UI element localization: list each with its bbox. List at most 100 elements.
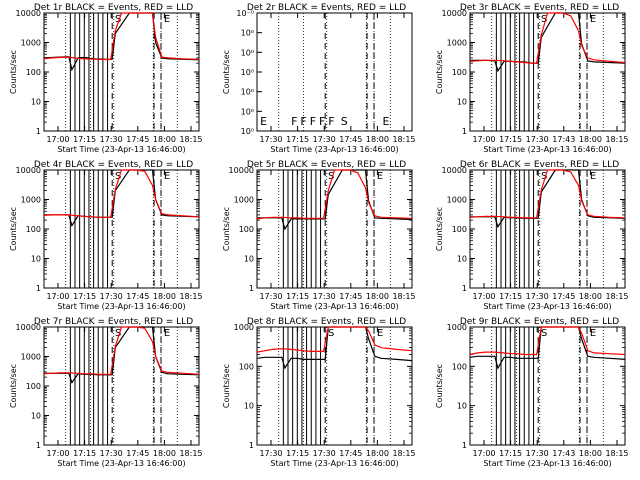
x-tick-label: 17:30 [313, 292, 336, 301]
y-tick-label: 1000 [234, 323, 254, 332]
panel-title: Det 8r BLACK = Events, RED = LLD [247, 317, 406, 327]
y-tick-label: 1 [36, 127, 41, 136]
y-tick-label: 10⁰ [241, 48, 254, 57]
annotation-letter: F [300, 115, 306, 128]
y-tick-label: 1000 [447, 196, 467, 205]
y-tick-label: 10 [457, 255, 467, 264]
series-events-line [256, 326, 413, 370]
x-tick-label: 17:45 [126, 135, 149, 144]
x-tick-label: 17:30 [259, 135, 282, 144]
y-axis-label: Counts/sec [435, 50, 444, 94]
x-tick-label: 18:00 [579, 449, 602, 458]
y-axis-label: Counts/sec [222, 50, 231, 94]
y-tick-label: 10000 [442, 166, 467, 175]
x-tick-label: 18:15 [605, 292, 628, 301]
marker-label: S [115, 14, 121, 25]
x-tick-label: 17:45 [126, 449, 149, 458]
plot-frame [256, 326, 413, 446]
y-tick-label: 100 [26, 68, 41, 77]
x-tick-label: 17:15 [499, 135, 522, 144]
series-lld-line [43, 169, 200, 218]
x-tick-label: 18:15 [605, 449, 628, 458]
y-tick-label: 1000 [21, 353, 41, 362]
marker-label: E [590, 171, 596, 182]
x-tick-label: 17:45 [552, 292, 575, 301]
y-tick-label: 10⁻⁰ [236, 9, 254, 18]
x-tick-label: 17:15 [286, 449, 309, 458]
marker-label: S [115, 328, 121, 339]
annotation-letter: E [383, 115, 390, 128]
y-tick-label: 100 [239, 362, 254, 371]
x-tick-label: 17:30 [100, 135, 123, 144]
panel-title: Det 3r BLACK = Events, RED = LLD [460, 3, 619, 13]
y-tick-label: 10 [31, 255, 41, 264]
panel-det-4r: Det 4r BLACK = Events, RED = LLD 1 10 100 10… [9, 160, 203, 311]
series-events-line [43, 12, 200, 72]
y-tick-label: 10 [244, 402, 254, 411]
x-tick-label: 17:43 [552, 449, 575, 458]
annotation-letter: F [328, 115, 334, 128]
marker-label: E [164, 171, 170, 182]
y-tick-label: 1000 [21, 196, 41, 205]
y-tick-label: 100 [26, 225, 41, 234]
y-tick-label: 10⁰ [241, 88, 254, 97]
y-tick-label: 100 [452, 225, 467, 234]
x-tick-label: 18:00 [153, 292, 176, 301]
x-tick-label: 18:00 [579, 135, 602, 144]
x-tick-label: 17:15 [286, 292, 309, 301]
y-tick-label: 10 [457, 98, 467, 107]
x-tick-label: 18:00 [153, 135, 176, 144]
plot-frame [469, 326, 626, 446]
series-events-line [470, 12, 626, 73]
marker-label: E [590, 328, 596, 339]
annotation-letter: E [260, 115, 267, 128]
annotation-letter: S [341, 115, 348, 128]
marker-label: E [377, 171, 383, 182]
series-events-line [469, 326, 626, 370]
x-tick-label: 18:00 [366, 292, 389, 301]
y-tick-label: 1000 [21, 39, 41, 48]
panel-title: Det 9r BLACK = Events, RED = LLD [460, 317, 619, 327]
annotation-letter: F [310, 115, 316, 128]
marker-label: E [164, 328, 170, 339]
x-tick-label: 17:30 [100, 449, 123, 458]
panel-title: Det 4r BLACK = Events, RED = LLD [34, 160, 193, 170]
x-tick-label: 17:15 [499, 292, 522, 301]
series-events-line [470, 169, 626, 229]
panel-det-1r: Det 1r BLACK = Events, RED = LLD 1 10 100 10… [9, 3, 203, 154]
plot-frame [43, 326, 200, 446]
y-tick-label: 1 [249, 441, 254, 450]
y-tick-label: 10000 [16, 323, 41, 332]
x-tick-label: 17:30 [526, 449, 549, 458]
x-tick-label: 18:15 [179, 135, 202, 144]
x-tick-label: 17:00 [46, 292, 69, 301]
y-axis-label: Counts/sec [435, 207, 444, 251]
y-tick-label: 100 [26, 382, 41, 391]
x-tick-label: 18:00 [153, 449, 176, 458]
panel-det-6r: Det 6r BLACK = Events, RED = LLD 1 10 100 10… [435, 160, 629, 311]
x-tick-label: 17:00 [46, 135, 69, 144]
series-lld-line [469, 12, 626, 64]
marker-label: S [541, 14, 547, 25]
x-tick-label: 17:30 [259, 449, 282, 458]
x-tick-label: 17:45 [126, 292, 149, 301]
x-tick-label: 18:00 [579, 292, 602, 301]
x-axis-label: Start Time (23-Apr-13 16:46:00) [57, 302, 185, 311]
y-axis-label: Counts/sec [222, 207, 231, 251]
panel-det-7r: Det 7r BLACK = Events, RED = LLD 1 10 100 10… [9, 317, 203, 468]
series-lld-line [256, 169, 413, 220]
y-tick-label: 100 [452, 68, 467, 77]
x-tick-label: 17:00 [472, 135, 495, 144]
y-tick-label: 1 [249, 284, 254, 293]
y-tick-label: 1000 [234, 196, 254, 205]
y-axis-label: Counts/sec [9, 364, 18, 408]
marker-label: S [328, 328, 334, 339]
marker-label: E [377, 328, 383, 339]
x-tick-label: 17:30 [259, 292, 282, 301]
panel-title: Det 6r BLACK = Events, RED = LLD [460, 160, 619, 170]
x-axis-label: Start Time (23-Apr-13 16:46:00) [57, 145, 185, 154]
x-tick-label: 17:45 [339, 135, 362, 144]
y-tick-label: 100 [239, 225, 254, 234]
